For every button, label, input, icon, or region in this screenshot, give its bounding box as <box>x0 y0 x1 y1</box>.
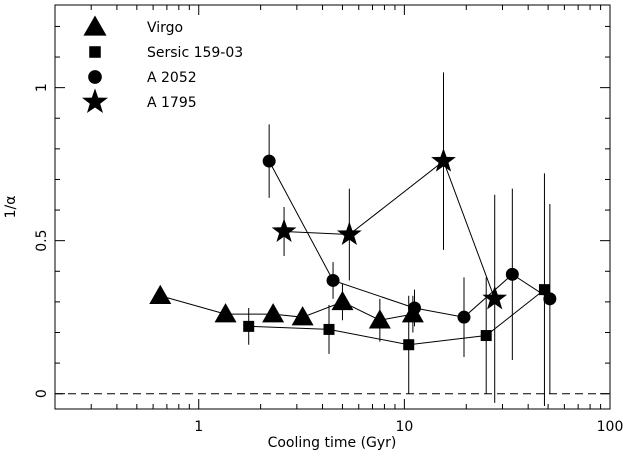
data-point-triangle <box>368 309 391 329</box>
x-tick-label: 100 <box>597 419 623 435</box>
data-point-star <box>271 218 297 242</box>
series-line <box>160 295 413 321</box>
x-tick-label: 1 <box>194 419 203 435</box>
x-tick-label: 10 <box>395 419 413 435</box>
data-point-square <box>538 284 550 296</box>
series-square <box>243 173 550 406</box>
data-point-triangle <box>149 284 172 305</box>
data-point-circle <box>505 267 519 281</box>
series-line <box>284 160 496 299</box>
data-point-star <box>482 285 508 310</box>
data-point-triangle <box>262 303 285 323</box>
legend-marker-triangle <box>83 15 107 36</box>
data-point-circle <box>543 292 557 306</box>
ticks-layer: 1 10 100 0 0.5 1 <box>34 5 623 435</box>
data-point-star <box>431 148 456 172</box>
legend-marker-circle <box>88 70 102 84</box>
y-axis-label: 1/α <box>3 196 19 219</box>
legend-label: Virgo <box>147 20 183 36</box>
y-tick-label: 0.5 <box>34 230 50 252</box>
plot-frame <box>54 4 611 410</box>
data-point-triangle <box>214 303 237 323</box>
data-point-triangle <box>291 306 314 326</box>
series-triangle <box>149 283 424 342</box>
data-point-circle <box>407 301 421 315</box>
series-star <box>271 72 508 403</box>
series-layer <box>149 72 557 406</box>
series-line <box>268 160 551 318</box>
legend-marker-square <box>89 46 101 58</box>
data-point-square <box>243 320 255 332</box>
data-point-triangle <box>331 290 354 311</box>
y-tick-label: 1 <box>34 83 50 92</box>
legend-label: A 1795 <box>147 95 197 111</box>
data-point-circle <box>326 273 340 287</box>
data-point-square <box>403 339 415 351</box>
data-point-square <box>323 323 335 335</box>
data-point-circle <box>457 310 471 324</box>
legend-marker-star <box>82 88 108 114</box>
legend: Virgo Sersic 159-03 A 2052 A 1795 <box>82 15 243 114</box>
y-tick-label: 0 <box>34 389 50 398</box>
legend-label: Sersic 159-03 <box>147 45 243 61</box>
data-point-star <box>336 221 362 246</box>
data-point-circle <box>262 154 276 168</box>
series-circle <box>262 124 557 394</box>
x-axis-label: Cooling time (Gyr) <box>268 435 397 451</box>
data-point-square <box>480 330 492 342</box>
legend-label: A 2052 <box>147 70 197 86</box>
